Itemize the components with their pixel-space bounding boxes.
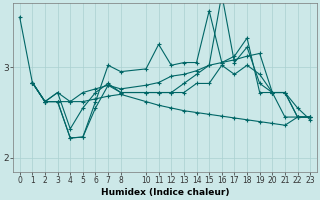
X-axis label: Humidex (Indice chaleur): Humidex (Indice chaleur) <box>101 188 229 197</box>
